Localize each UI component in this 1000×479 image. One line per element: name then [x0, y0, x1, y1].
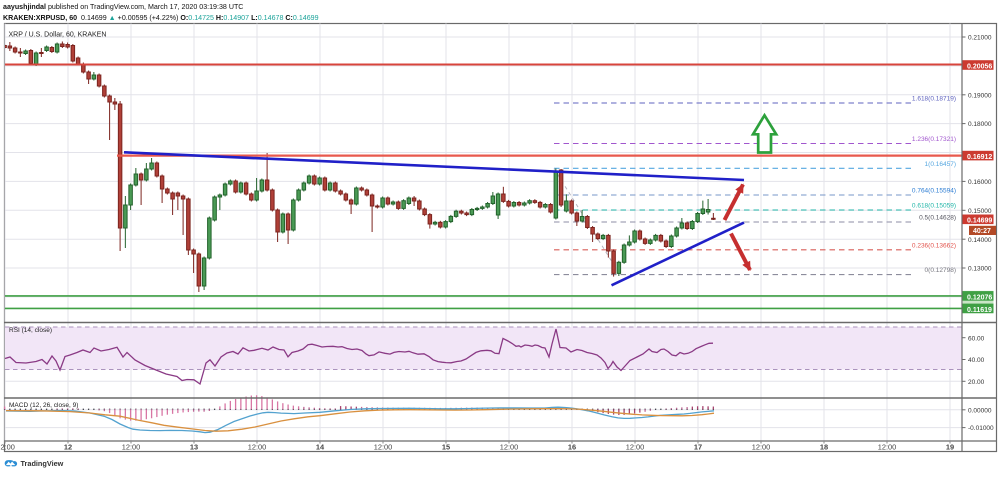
svg-text:0.00000: 0.00000 [968, 407, 992, 414]
svg-text:MACD (12, 26, close, 9): MACD (12, 26, close, 9) [9, 402, 78, 409]
svg-text:16: 16 [568, 443, 576, 452]
svg-text:15: 15 [442, 443, 450, 452]
svg-text:0.19000: 0.19000 [968, 92, 992, 99]
svg-text:40:27: 40:27 [973, 228, 991, 235]
svg-text:0.12076: 0.12076 [967, 294, 992, 301]
svg-text:60.00: 60.00 [968, 335, 985, 342]
svg-text:2:00: 2:00 [1, 443, 15, 452]
svg-text:0.764(0.15594): 0.764(0.15594) [912, 188, 956, 195]
svg-text:12:00: 12:00 [752, 443, 771, 452]
svg-text:12:00: 12:00 [122, 443, 141, 452]
svg-text:0.16912: 0.16912 [967, 154, 992, 161]
svg-text:RSI (14, close): RSI (14, close) [9, 327, 52, 334]
svg-text:0.21000: 0.21000 [968, 35, 992, 42]
svg-text:0.236(0.13662): 0.236(0.13662) [912, 242, 956, 249]
svg-text:0.13000: 0.13000 [968, 266, 992, 273]
svg-text:0.15000: 0.15000 [968, 208, 992, 215]
svg-text:0.5(0.14628): 0.5(0.14628) [919, 215, 956, 222]
svg-text:0.14000: 0.14000 [968, 237, 992, 244]
svg-text:1.618(0.18719): 1.618(0.18719) [912, 96, 956, 103]
svg-text:0(0.12798): 0(0.12798) [925, 267, 956, 274]
svg-text:0.18000: 0.18000 [968, 121, 992, 128]
svg-text:40.00: 40.00 [968, 357, 985, 364]
svg-text:12:00: 12:00 [374, 443, 393, 452]
svg-text:0.16000: 0.16000 [968, 179, 992, 186]
svg-text:0.14699: 0.14699 [967, 218, 992, 225]
svg-text:12:00: 12:00 [500, 443, 519, 452]
svg-text:14: 14 [316, 443, 325, 452]
svg-text:13: 13 [190, 443, 198, 452]
svg-text:0.618(0.15059): 0.618(0.15059) [912, 203, 956, 210]
svg-text:1.236(0.17321): 1.236(0.17321) [912, 136, 956, 143]
svg-text:1(0.16457): 1(0.16457) [925, 161, 956, 168]
svg-text:0.11619: 0.11619 [967, 307, 992, 314]
svg-text:-0.01000: -0.01000 [968, 425, 994, 432]
svg-text:XRP / U.S. Dollar, 60, KRAKEN: XRP / U.S. Dollar, 60, KRAKEN [9, 32, 107, 39]
svg-text:0.20056: 0.20056 [967, 63, 992, 70]
svg-text:19: 19 [946, 443, 954, 452]
svg-text:12:00: 12:00 [878, 443, 897, 452]
svg-text:12:00: 12:00 [626, 443, 645, 452]
svg-text:12:00: 12:00 [248, 443, 267, 452]
svg-text:17: 17 [694, 443, 702, 452]
svg-text:20.00: 20.00 [968, 379, 985, 386]
svg-text:12: 12 [64, 443, 72, 452]
svg-text:18: 18 [820, 443, 828, 452]
